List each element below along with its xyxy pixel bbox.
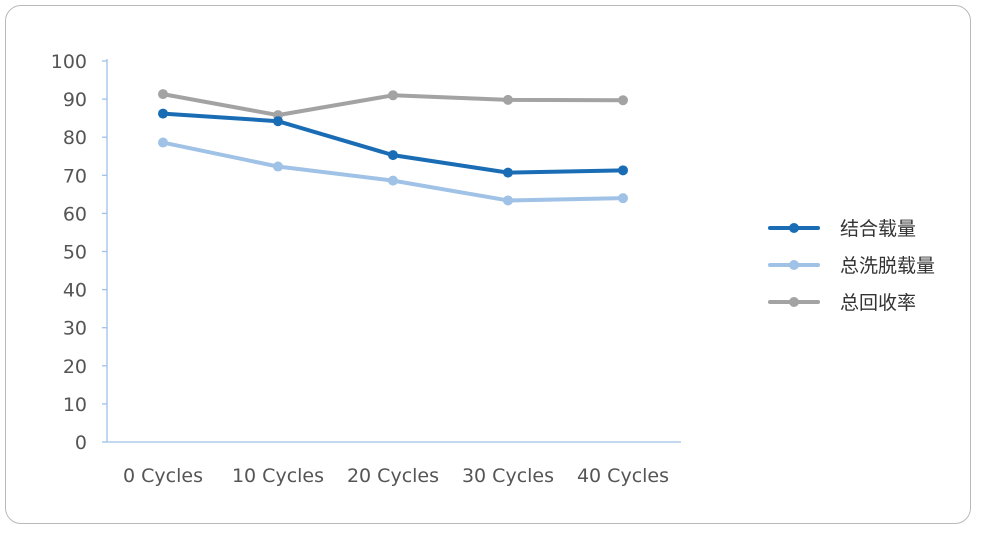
data-point (158, 109, 168, 119)
legend-label: 结合载量 (840, 218, 916, 240)
legend-item: 结合载量 (770, 218, 916, 240)
series-group (158, 89, 628, 205)
y-tick-label: 50 (63, 242, 87, 264)
series-3 (158, 89, 628, 120)
data-point (618, 193, 628, 203)
x-tick-label: 10 Cycles (232, 465, 324, 487)
legend-marker (789, 223, 799, 233)
y-tick-label: 80 (63, 127, 87, 149)
data-point (618, 95, 628, 105)
y-tick-label: 90 (63, 89, 87, 111)
line-chart: 0 10 20 30 40 50 60 70 80 90 100 0 Cycles 10 Cycles… (0, 0, 986, 534)
legend-item: 总回收率 (770, 292, 916, 314)
x-tick-label: 30 Cycles (462, 465, 554, 487)
series-line (163, 114, 623, 173)
data-point (273, 116, 283, 126)
y-tick-label: 100 (51, 51, 87, 73)
y-tick-label: 70 (63, 165, 87, 187)
y-tick-label: 0 (75, 432, 87, 454)
data-point (158, 89, 168, 99)
data-point (503, 168, 513, 178)
y-tick-label: 60 (63, 203, 87, 225)
legend-marker (789, 297, 799, 307)
y-tick-label: 20 (63, 356, 87, 378)
data-point (273, 162, 283, 172)
data-point (503, 195, 513, 205)
x-axis-ticks: 0 Cycles 10 Cycles 20 Cycles 30 Cycles 40 Cy… (123, 465, 669, 487)
data-point (158, 138, 168, 148)
x-tick-label: 40 Cycles (577, 465, 669, 487)
data-point (388, 150, 398, 160)
data-point (388, 90, 398, 100)
data-point (388, 176, 398, 186)
legend-item: 总洗脱载量 (770, 255, 935, 277)
legend-marker (789, 260, 799, 270)
x-tick-label: 20 Cycles (347, 465, 439, 487)
y-tick-label: 40 (63, 280, 87, 302)
data-point (503, 95, 513, 105)
series-1 (158, 109, 628, 178)
y-axis-ticks: 0 10 20 30 40 50 60 70 80 90 100 (51, 51, 107, 454)
legend-label: 总回收率 (840, 292, 916, 314)
x-tick-label: 0 Cycles (123, 465, 203, 487)
y-tick-label: 10 (63, 394, 87, 416)
data-point (618, 165, 628, 175)
y-tick-label: 30 (63, 318, 87, 340)
legend-label: 总洗脱载量 (840, 255, 935, 277)
